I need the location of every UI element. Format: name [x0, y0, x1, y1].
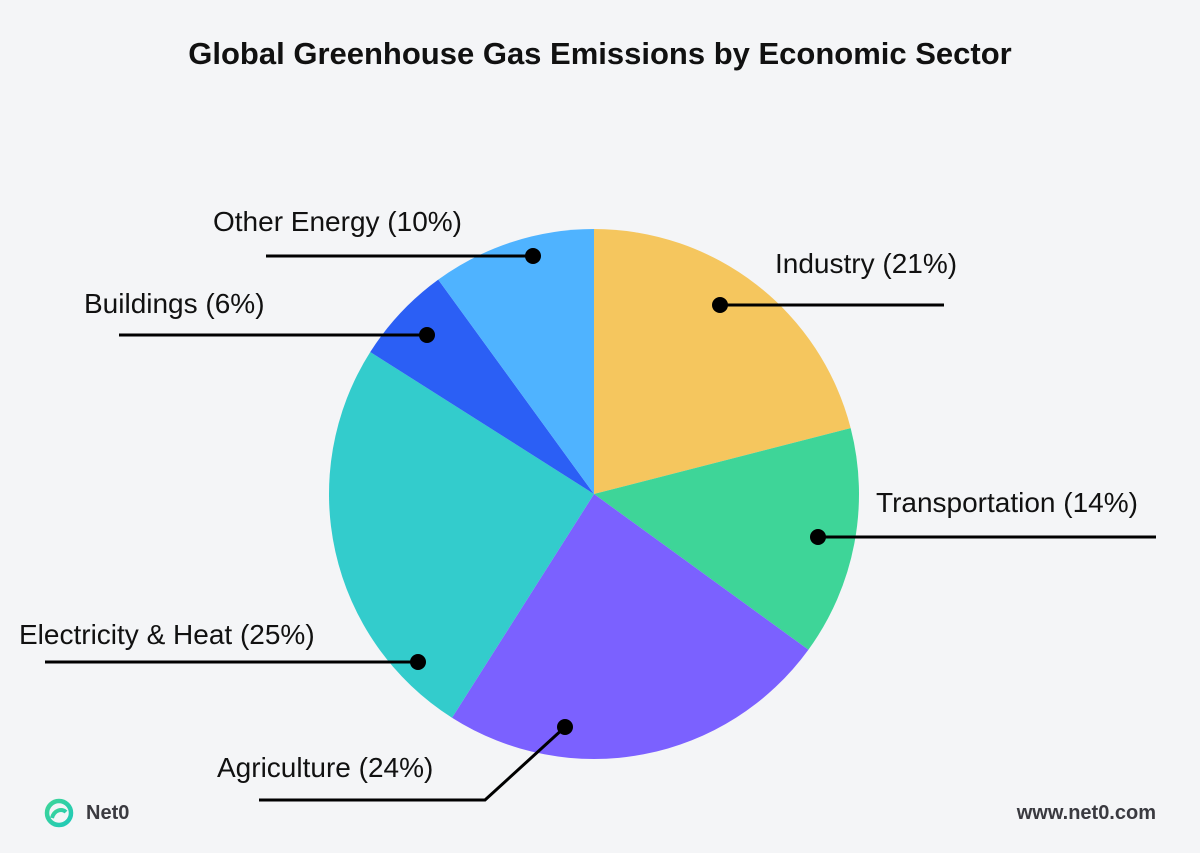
leader-dot	[557, 719, 573, 735]
pie-slice-other-energy	[438, 229, 594, 494]
slice-label: Agriculture (24%)	[217, 752, 433, 783]
brand: Net0	[44, 798, 129, 828]
brand-name: Net0	[86, 801, 130, 824]
leader-line	[259, 725, 567, 802]
pie-slice-transportation	[594, 428, 859, 650]
slice-label: Other Energy (10%)	[213, 206, 462, 237]
slice-label: Transportation (14%)	[876, 487, 1138, 518]
leader-dot	[419, 327, 435, 343]
pie-slice-agriculture	[452, 494, 809, 760]
pie-slice-industry	[594, 229, 851, 494]
leader-dot	[712, 297, 728, 313]
website-link[interactable]: www.net0.com	[1016, 802, 1156, 824]
leader-dot	[525, 248, 541, 264]
chart-title: Global Greenhouse Gas Emissions by Econo…	[188, 36, 1012, 71]
slice-label: Electricity & Heat (25%)	[19, 619, 315, 650]
leader-dot	[810, 529, 826, 545]
slice-label: Buildings (6%)	[84, 288, 265, 319]
leader-dot	[410, 654, 426, 670]
pie-slice-electricity-heat	[329, 352, 594, 718]
slice-label: Industry (21%)	[775, 248, 957, 279]
net0-logo-icon	[44, 798, 74, 828]
